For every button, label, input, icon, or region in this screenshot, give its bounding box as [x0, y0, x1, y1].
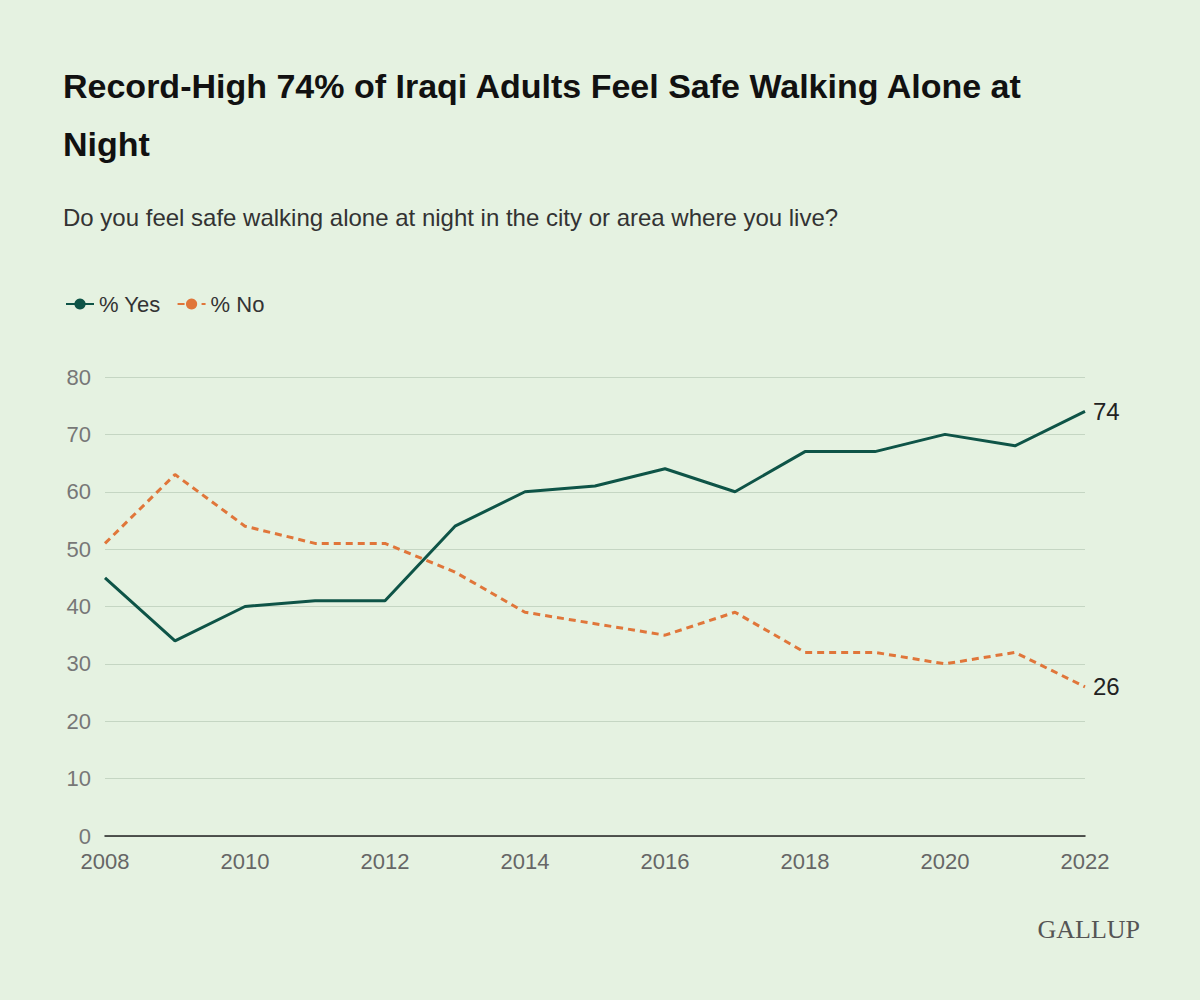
svg-text:10: 10	[67, 766, 91, 791]
svg-text:Night: Night	[63, 125, 150, 163]
svg-text:50: 50	[67, 537, 91, 562]
svg-text:2022: 2022	[1061, 849, 1110, 874]
svg-text:26: 26	[1093, 673, 1120, 700]
svg-text:2008: 2008	[81, 849, 130, 874]
svg-text:2014: 2014	[501, 849, 550, 874]
svg-text:GALLUP: GALLUP	[1037, 915, 1140, 944]
svg-text:Record-High 74% of Iraqi Adult: Record-High 74% of Iraqi Adults Feel Saf…	[63, 67, 1030, 105]
svg-text:70: 70	[67, 422, 91, 447]
svg-text:74: 74	[1093, 398, 1120, 425]
svg-text:Do you feel safe walking alone: Do you feel safe walking alone at night …	[63, 204, 838, 231]
svg-text:30: 30	[67, 651, 91, 676]
svg-text:80: 80	[67, 365, 91, 390]
svg-text:2020: 2020	[921, 849, 970, 874]
svg-text:2010: 2010	[221, 849, 270, 874]
svg-text:60: 60	[67, 479, 91, 504]
svg-text:20: 20	[67, 709, 91, 734]
svg-text:% Yes: % Yes	[99, 292, 160, 317]
svg-text:2016: 2016	[641, 849, 690, 874]
svg-text:% No: % No	[211, 292, 265, 317]
svg-text:40: 40	[67, 594, 91, 619]
svg-text:0: 0	[79, 824, 91, 849]
svg-text:2012: 2012	[361, 849, 410, 874]
svg-text:2018: 2018	[781, 849, 830, 874]
